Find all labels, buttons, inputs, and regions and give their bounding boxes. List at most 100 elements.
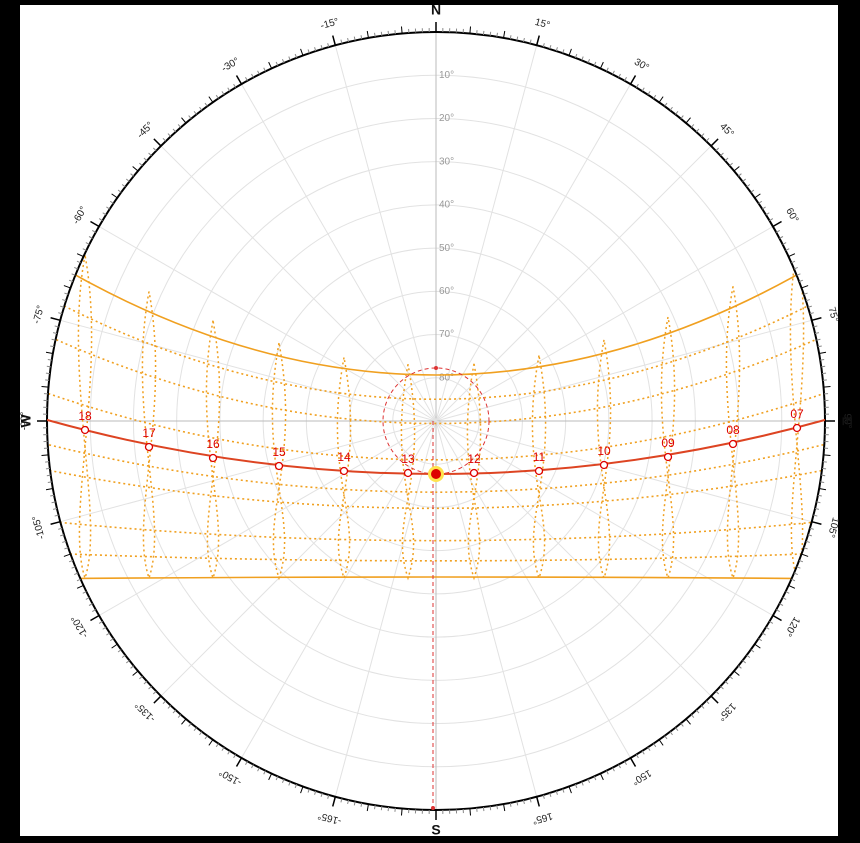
azimuth-tick <box>820 359 825 361</box>
azimuth-tick <box>215 743 219 748</box>
declination-limit <box>47 576 825 580</box>
azimuth-tick <box>380 806 383 811</box>
azimuth-tick <box>669 731 673 736</box>
azimuth-line <box>160 420 437 697</box>
azimuth-tick <box>76 578 81 582</box>
altitude-label: 70° <box>439 329 454 340</box>
azimuth-label: -90° <box>20 412 31 430</box>
azimuth-tick <box>624 760 627 765</box>
azimuth-tick <box>251 73 254 78</box>
azimuth-tick <box>208 739 214 746</box>
azimuth-tick <box>788 253 796 258</box>
azimuth-tick <box>360 35 363 40</box>
azimuth-tick <box>796 273 801 276</box>
azimuth-tick <box>782 242 787 245</box>
azimuth-tick <box>542 43 545 48</box>
azimuth-tick <box>300 786 304 794</box>
azimuth-tick <box>47 359 52 361</box>
azimuth-tick <box>761 632 766 636</box>
azimuth-tick <box>64 547 69 550</box>
azimuth-tick <box>221 91 225 96</box>
azimuth-tick <box>332 35 337 46</box>
azimuth-tick <box>360 802 363 807</box>
azimuth-tick <box>52 508 58 510</box>
altitude-label: 20° <box>439 113 454 124</box>
azimuth-tick <box>775 609 780 612</box>
azimuth-tick <box>374 805 376 810</box>
azimuth-tick <box>746 654 751 658</box>
azimuth-tick <box>340 798 343 803</box>
azimuth-tick <box>85 597 90 600</box>
azimuth-tick <box>263 67 266 72</box>
azimuth-tick <box>400 808 403 816</box>
azimuth-tick <box>153 695 162 704</box>
azimuth-tick <box>167 133 172 137</box>
declination-line <box>47 382 825 461</box>
azimuth-tick <box>754 193 761 199</box>
azimuth-tick <box>823 454 831 457</box>
azimuth-tick <box>400 26 403 34</box>
hour-label: 09 <box>661 436 675 450</box>
azimuth-tick <box>803 292 808 295</box>
hour-label: 14 <box>337 450 351 464</box>
azimuth-tick <box>143 680 148 685</box>
azimuth-tick <box>76 253 84 258</box>
azimuth-tick <box>807 305 812 308</box>
azimuth-tick <box>568 48 572 56</box>
azimuth-tick <box>568 786 572 794</box>
azimuth-tick <box>489 806 492 811</box>
azimuth-tick <box>624 77 627 82</box>
azimuth-tick <box>562 788 565 793</box>
azimuth-tick <box>148 685 152 690</box>
declination-line <box>47 436 825 493</box>
azimuth-tick <box>641 87 645 92</box>
azimuth-tick <box>785 248 790 251</box>
azimuth-tick <box>71 273 76 276</box>
azimuth-tick <box>772 614 782 622</box>
azimuth-line <box>98 226 437 422</box>
azimuth-tick <box>102 626 107 630</box>
azimuth-tick <box>51 501 56 504</box>
declination-line <box>47 322 825 425</box>
azimuth-tick <box>758 638 763 642</box>
azimuth-tick <box>695 709 700 714</box>
hour-label: 16 <box>206 437 220 451</box>
azimuth-tick <box>715 147 720 152</box>
azimuth-tick <box>263 770 266 775</box>
azimuth-line <box>435 319 812 422</box>
azimuth-tick <box>199 106 203 111</box>
azimuth-tick <box>167 705 172 709</box>
azimuth-tick <box>801 285 809 289</box>
azimuth-tick <box>809 312 814 315</box>
azimuth-tick <box>245 760 248 765</box>
azimuth-tick <box>733 166 740 172</box>
azimuth-tick <box>562 49 565 54</box>
azimuth-tick <box>612 767 615 772</box>
azimuth-tick <box>332 796 337 807</box>
azimuth-tick <box>593 61 597 66</box>
azimuth-tick <box>177 714 182 718</box>
azimuth-tick <box>750 189 755 193</box>
altitude-label: 50° <box>439 243 454 254</box>
azimuth-tick <box>162 700 167 705</box>
azimuth-tick <box>587 59 591 64</box>
azimuth-tick <box>581 56 584 61</box>
azimuth-tick <box>574 53 578 59</box>
azimuth-tick <box>235 757 243 767</box>
zenith-circle <box>382 367 490 475</box>
analemma <box>271 342 287 581</box>
azimuth-tick <box>509 35 512 40</box>
hour-marker <box>274 461 284 471</box>
azimuth-tick <box>92 609 97 612</box>
hour-label: 12 <box>467 452 481 466</box>
azimuth-tick <box>126 178 130 182</box>
altitude-label: 10° <box>439 70 454 81</box>
azimuth-tick <box>729 675 733 680</box>
azimuth-tick <box>58 527 63 530</box>
declination-line <box>47 463 825 510</box>
azimuth-tick <box>816 501 821 504</box>
azimuth-tick <box>294 53 298 59</box>
azimuth-tick <box>555 790 558 795</box>
azimuth-tick <box>327 794 330 799</box>
azimuth-tick <box>46 365 51 368</box>
